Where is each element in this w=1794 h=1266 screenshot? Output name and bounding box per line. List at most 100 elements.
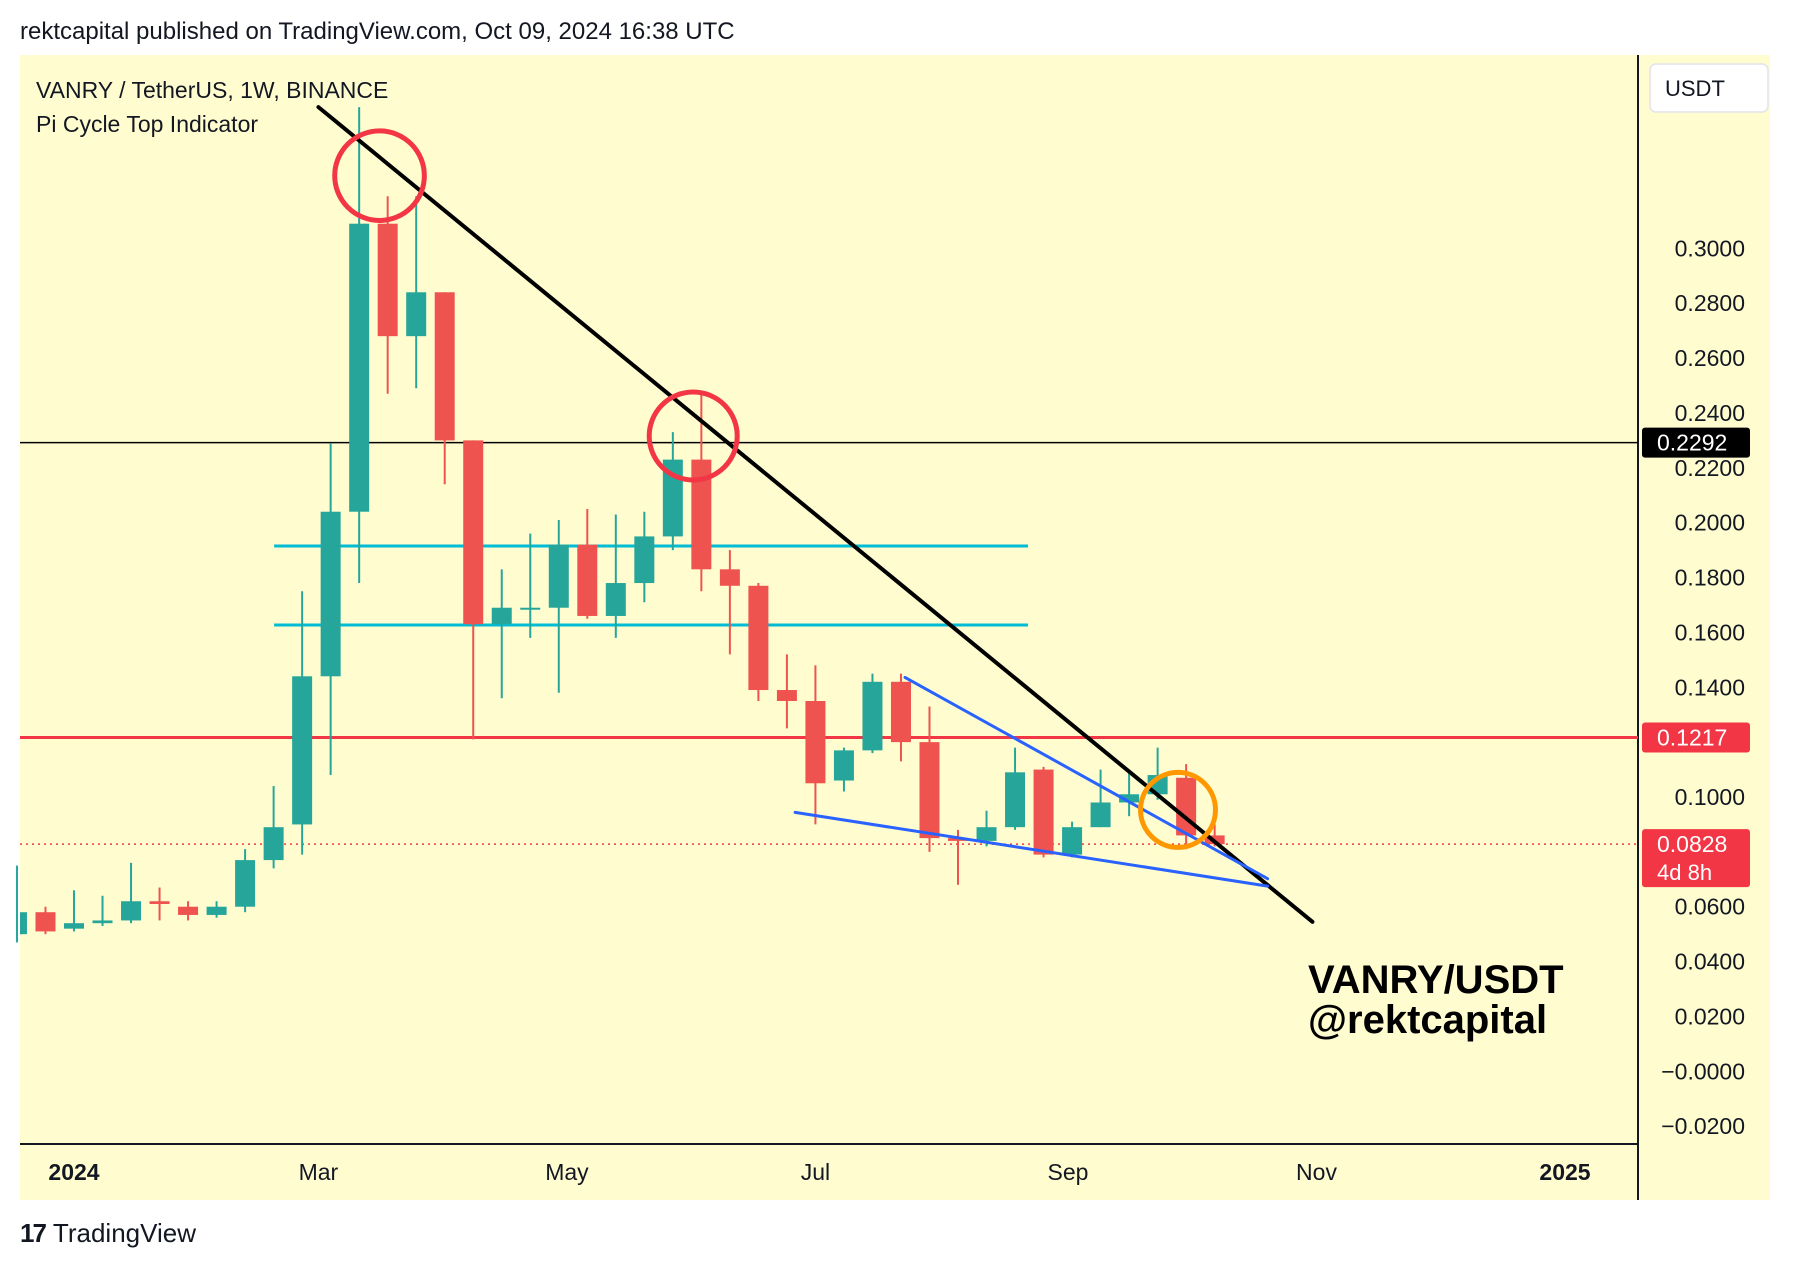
candle-body	[20, 912, 27, 935]
candle-17	[463, 440, 484, 740]
highlight-circle-1	[646, 389, 740, 483]
y-tick-label: 0.2600	[1675, 345, 1745, 371]
candle-12	[320, 443, 341, 776]
candle-29	[805, 665, 826, 825]
candle-body	[520, 607, 541, 610]
candle-31	[862, 673, 883, 754]
price-badge-countdown: 4d 8h	[1657, 860, 1712, 885]
candle-15	[406, 196, 427, 389]
candle-16	[434, 292, 455, 485]
wedge-upper-line	[903, 675, 1270, 881]
price-badge-1: 0.1217	[1642, 722, 1750, 753]
candle-body	[92, 920, 113, 924]
candle-body	[349, 223, 370, 512]
chart-background	[20, 55, 1770, 1200]
brand-name: TradingView	[52, 1218, 196, 1248]
candle-11	[292, 591, 313, 855]
currency-button[interactable]: USDT	[1649, 63, 1769, 113]
price-badge-bg	[1642, 829, 1750, 888]
candle-35	[976, 810, 997, 847]
candle-1	[15, 865, 27, 943]
candle-26	[719, 550, 740, 655]
candle-21	[577, 508, 598, 619]
candle-body	[890, 681, 911, 743]
candle-body	[1119, 794, 1140, 803]
y-tick-label: 0.2000	[1675, 510, 1745, 536]
candle-body	[919, 742, 940, 839]
x-axis-label: Sep	[1048, 1159, 1089, 1185]
candle-body	[1090, 802, 1111, 828]
y-tick-label: 0.2800	[1675, 290, 1745, 316]
candle-body	[64, 923, 84, 929]
candle-19	[520, 533, 541, 638]
candle-body	[149, 901, 170, 904]
watermark-handle: @rektcapital	[1308, 998, 1547, 1042]
y-tick-label: 0.0200	[1675, 1003, 1745, 1029]
candle-9	[235, 849, 256, 913]
x-axis-label: 2025	[1539, 1159, 1590, 1185]
y-tick-label: −0.0000	[1661, 1058, 1745, 1084]
footer[interactable]: 17 TradingView	[20, 1218, 196, 1249]
highlight-circle-0	[332, 128, 427, 224]
candle-2	[35, 906, 56, 935]
price-badge-value: 0.2292	[1657, 430, 1727, 456]
highlight-circle-2	[1138, 769, 1218, 850]
candle-body	[406, 292, 427, 337]
price-badge-0: 0.2292	[1642, 427, 1750, 458]
tradingview-logo-icon: 17	[20, 1218, 47, 1248]
candle-body	[833, 750, 854, 781]
y-tick-label: 0.2200	[1675, 455, 1745, 481]
candle-39	[1090, 769, 1111, 828]
x-axis-label: 2024	[48, 1159, 99, 1185]
candle-28	[776, 654, 797, 729]
price-badges: 0.2292 0.1217 0.0828 4d 8h	[1642, 427, 1750, 888]
candle-body	[35, 912, 56, 932]
candle-body	[1033, 769, 1054, 855]
price-badge-bg	[1642, 427, 1750, 458]
candle-body	[548, 544, 569, 608]
price-badge-value: 0.0828	[1657, 831, 1727, 857]
y-tick-label: 0.1400	[1675, 674, 1745, 700]
candle-body	[178, 906, 199, 915]
candle-body	[748, 585, 769, 691]
candle-body	[377, 223, 398, 337]
candle-body	[121, 901, 142, 921]
wedge-lower-line	[793, 810, 1270, 888]
candle-27	[748, 583, 769, 701]
candle-body	[776, 690, 797, 701]
candle-32	[890, 673, 911, 762]
y-axis-ticks: 0.3000 0.2800 0.2600 0.2400 0.2200 0.2000 0.18…	[1661, 235, 1745, 1139]
symbol-legend: VANRY / TetherUS, 1W, BINANCE	[36, 77, 388, 103]
candle-4	[92, 895, 113, 926]
candle-13	[349, 107, 370, 584]
x-axis-label: Jul	[801, 1159, 830, 1185]
candle-8	[206, 901, 227, 918]
candle-body	[292, 676, 313, 825]
candle-body	[1005, 772, 1026, 828]
candle-body	[463, 440, 484, 625]
drawings	[316, 105, 1315, 924]
x-axis-label: Mar	[299, 1159, 339, 1185]
candle-30	[833, 747, 854, 792]
y-tick-label: 0.2400	[1675, 400, 1745, 426]
indicator-legend[interactable]: Pi Cycle Top Indicator	[36, 111, 258, 137]
candle-body	[206, 906, 227, 915]
candle-40	[1119, 772, 1140, 817]
candle-body	[263, 827, 284, 861]
x-axis-label: Nov	[1296, 1159, 1337, 1185]
candle-body	[434, 292, 455, 441]
candle-3	[64, 890, 84, 932]
candle-36	[1005, 747, 1026, 830]
y-tick-label: −0.0200	[1661, 1113, 1745, 1139]
candle-6	[149, 887, 170, 921]
y-tick-label: 0.1800	[1675, 565, 1745, 591]
candle-37	[1033, 766, 1054, 858]
y-tick-label: 0.0400	[1675, 949, 1745, 975]
published-header: rektcapital published on TradingView.com…	[20, 18, 735, 45]
candle-18	[491, 569, 512, 699]
horizontal-lines	[20, 441, 1638, 845]
candle-body	[320, 511, 341, 677]
candle-body	[948, 838, 969, 841]
candle-body	[1176, 777, 1197, 836]
